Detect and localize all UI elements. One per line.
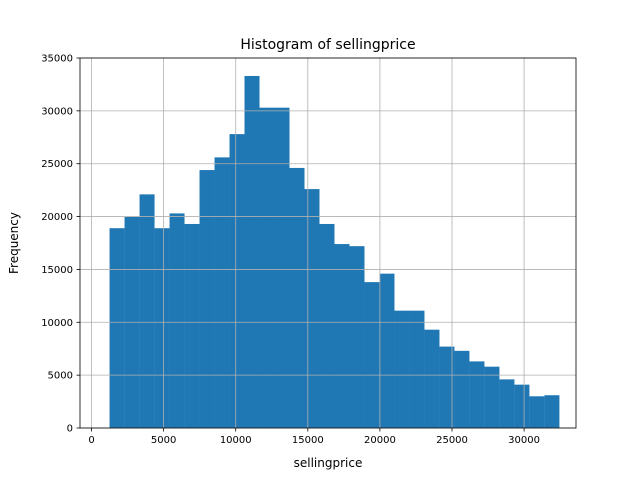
x-tick-label: 10000	[220, 435, 252, 446]
x-tick-label: 0	[88, 435, 94, 446]
histogram-bar	[349, 246, 365, 428]
histogram-bar	[229, 134, 245, 428]
y-tick-label: 5000	[48, 371, 73, 382]
plot-area: 0 5000 10000 15000 20000 25000 30000 0 5000 1000…	[41, 54, 577, 446]
histogram-bar	[499, 379, 515, 428]
x-tick-label: 20000	[364, 435, 396, 446]
histogram-bar	[439, 346, 455, 428]
y-axis-label: Frequency	[7, 212, 21, 274]
x-tick-label: 5000	[151, 435, 176, 446]
histogram-bar	[394, 310, 410, 428]
x-tick-label: 30000	[508, 435, 540, 446]
histogram-bar	[169, 213, 185, 428]
histogram-bar	[469, 361, 485, 428]
x-tick-label: 15000	[292, 435, 324, 446]
y-tick-label: 35000	[41, 54, 73, 65]
y-tick-label: 30000	[41, 106, 73, 117]
y-axis-ticks: 0 5000 10000 15000 20000 25000 30000 35000	[41, 54, 80, 435]
histogram-bar	[484, 366, 500, 428]
histogram-bar	[199, 170, 215, 429]
histogram-bar	[259, 107, 275, 428]
histogram-bar	[304, 189, 320, 428]
axes-frame	[79, 57, 577, 429]
histogram-bar	[424, 329, 440, 428]
histogram-bar	[514, 384, 530, 428]
histogram-bar	[319, 223, 335, 428]
histogram-bar	[274, 107, 290, 428]
y-tick-label: 15000	[41, 265, 73, 276]
histogram-bar	[214, 157, 230, 428]
histogram-bar	[289, 167, 305, 428]
y-tick-label: 25000	[41, 159, 73, 170]
histogram-bar	[109, 228, 125, 428]
histogram-bar	[154, 228, 170, 428]
histogram-bar	[184, 223, 200, 428]
y-tick-label: 10000	[41, 318, 73, 329]
x-tick-label: 25000	[436, 435, 468, 446]
histogram-bar	[544, 395, 560, 428]
y-tick-label: 0	[67, 424, 73, 435]
x-axis-ticks: 0 5000 10000 15000 20000 25000 30000	[88, 428, 540, 446]
x-axis-label: sellingprice	[294, 456, 363, 470]
histogram-bar	[409, 310, 425, 428]
histogram-bar	[454, 350, 470, 428]
chart-title: Histogram of sellingprice	[240, 37, 415, 53]
histogram-bar	[139, 194, 155, 428]
y-tick-label: 20000	[41, 212, 73, 223]
histogram-bar	[379, 273, 395, 428]
histogram-bar	[334, 244, 350, 428]
histogram-bar	[364, 282, 380, 428]
histogram-bar	[529, 396, 545, 428]
